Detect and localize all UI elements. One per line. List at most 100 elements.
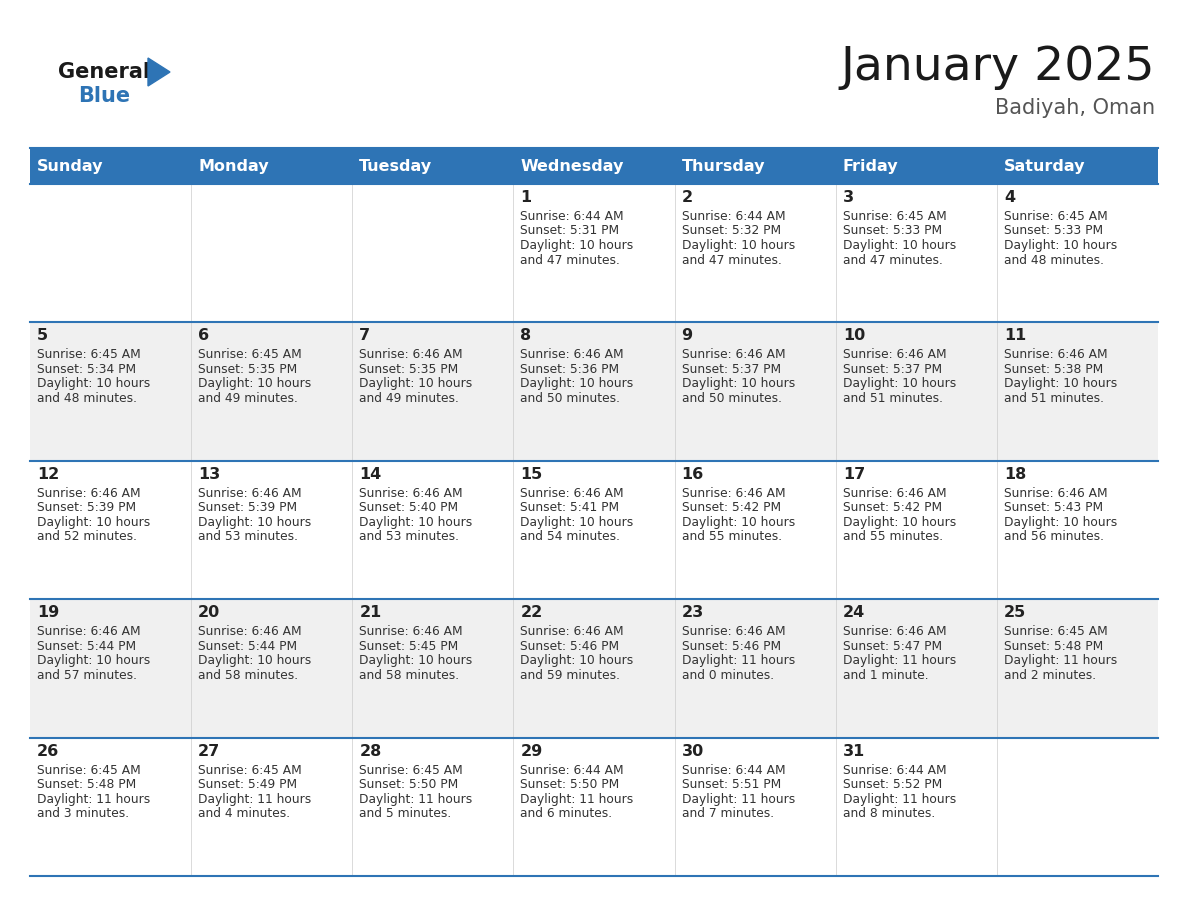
- Text: Sunset: 5:50 PM: Sunset: 5:50 PM: [520, 778, 620, 791]
- Text: Daylight: 11 hours: Daylight: 11 hours: [37, 792, 150, 806]
- Text: Daylight: 10 hours: Daylight: 10 hours: [520, 516, 633, 529]
- Text: Daylight: 10 hours: Daylight: 10 hours: [37, 377, 150, 390]
- Text: General: General: [58, 62, 150, 82]
- Text: and 55 minutes.: and 55 minutes.: [682, 531, 782, 543]
- Text: Sunrise: 6:44 AM: Sunrise: 6:44 AM: [520, 210, 624, 223]
- Text: Wednesday: Wednesday: [520, 159, 624, 174]
- Text: and 53 minutes.: and 53 minutes.: [198, 531, 298, 543]
- Text: and 51 minutes.: and 51 minutes.: [1004, 392, 1104, 405]
- Text: Sunset: 5:52 PM: Sunset: 5:52 PM: [842, 778, 942, 791]
- Text: Daylight: 10 hours: Daylight: 10 hours: [359, 377, 473, 390]
- Text: and 3 minutes.: and 3 minutes.: [37, 807, 129, 820]
- Text: Sunrise: 6:45 AM: Sunrise: 6:45 AM: [1004, 210, 1107, 223]
- Text: Daylight: 11 hours: Daylight: 11 hours: [842, 792, 956, 806]
- Text: 14: 14: [359, 466, 381, 482]
- Text: 10: 10: [842, 329, 865, 343]
- Text: Daylight: 10 hours: Daylight: 10 hours: [520, 377, 633, 390]
- Text: Daylight: 10 hours: Daylight: 10 hours: [359, 516, 473, 529]
- Text: Sunset: 5:42 PM: Sunset: 5:42 PM: [842, 501, 942, 514]
- Text: Sunrise: 6:46 AM: Sunrise: 6:46 AM: [359, 349, 463, 362]
- Text: and 2 minutes.: and 2 minutes.: [1004, 668, 1097, 682]
- Text: and 59 minutes.: and 59 minutes.: [520, 668, 620, 682]
- Text: 31: 31: [842, 744, 865, 758]
- Text: and 53 minutes.: and 53 minutes.: [359, 531, 460, 543]
- Text: 3: 3: [842, 190, 854, 205]
- Bar: [30, 322, 1158, 461]
- Text: and 54 minutes.: and 54 minutes.: [520, 531, 620, 543]
- Text: Sunrise: 6:46 AM: Sunrise: 6:46 AM: [842, 625, 947, 638]
- Bar: [30, 148, 1158, 184]
- Text: and 55 minutes.: and 55 minutes.: [842, 531, 943, 543]
- Text: Sunrise: 6:46 AM: Sunrise: 6:46 AM: [682, 625, 785, 638]
- Text: 25: 25: [1004, 605, 1026, 621]
- Text: Sunset: 5:39 PM: Sunset: 5:39 PM: [37, 501, 137, 514]
- Text: Sunrise: 6:45 AM: Sunrise: 6:45 AM: [842, 210, 947, 223]
- Bar: [30, 737, 1158, 876]
- Text: and 47 minutes.: and 47 minutes.: [520, 253, 620, 266]
- Text: Badiyah, Oman: Badiyah, Oman: [994, 98, 1155, 118]
- Text: 13: 13: [198, 466, 221, 482]
- Text: Sunrise: 6:46 AM: Sunrise: 6:46 AM: [682, 487, 785, 499]
- Text: Sunrise: 6:46 AM: Sunrise: 6:46 AM: [359, 487, 463, 499]
- Text: Friday: Friday: [842, 159, 898, 174]
- Text: Sunset: 5:36 PM: Sunset: 5:36 PM: [520, 363, 620, 375]
- Text: Sunset: 5:41 PM: Sunset: 5:41 PM: [520, 501, 620, 514]
- Text: Sunrise: 6:46 AM: Sunrise: 6:46 AM: [37, 487, 140, 499]
- Text: 16: 16: [682, 466, 703, 482]
- Text: Sunset: 5:45 PM: Sunset: 5:45 PM: [359, 640, 459, 653]
- Text: 2: 2: [682, 190, 693, 205]
- Text: Sunday: Sunday: [37, 159, 103, 174]
- Text: and 47 minutes.: and 47 minutes.: [682, 253, 782, 266]
- Text: and 49 minutes.: and 49 minutes.: [359, 392, 459, 405]
- Text: Daylight: 11 hours: Daylight: 11 hours: [198, 792, 311, 806]
- Text: and 51 minutes.: and 51 minutes.: [842, 392, 943, 405]
- Text: Sunset: 5:35 PM: Sunset: 5:35 PM: [359, 363, 459, 375]
- Text: Sunrise: 6:46 AM: Sunrise: 6:46 AM: [198, 625, 302, 638]
- Text: Sunset: 5:42 PM: Sunset: 5:42 PM: [682, 501, 781, 514]
- Text: Sunrise: 6:45 AM: Sunrise: 6:45 AM: [37, 764, 140, 777]
- Text: and 48 minutes.: and 48 minutes.: [37, 392, 137, 405]
- Text: January 2025: January 2025: [840, 46, 1155, 91]
- Text: Sunset: 5:44 PM: Sunset: 5:44 PM: [198, 640, 297, 653]
- Text: Daylight: 10 hours: Daylight: 10 hours: [198, 377, 311, 390]
- Text: 1: 1: [520, 190, 531, 205]
- Text: and 48 minutes.: and 48 minutes.: [1004, 253, 1104, 266]
- Text: Sunset: 5:34 PM: Sunset: 5:34 PM: [37, 363, 137, 375]
- Text: 24: 24: [842, 605, 865, 621]
- Text: Daylight: 10 hours: Daylight: 10 hours: [37, 516, 150, 529]
- Text: 12: 12: [37, 466, 59, 482]
- Text: Sunrise: 6:45 AM: Sunrise: 6:45 AM: [359, 764, 463, 777]
- Text: Sunrise: 6:46 AM: Sunrise: 6:46 AM: [359, 625, 463, 638]
- Text: 4: 4: [1004, 190, 1015, 205]
- Text: 20: 20: [198, 605, 221, 621]
- Text: Sunrise: 6:46 AM: Sunrise: 6:46 AM: [520, 487, 624, 499]
- Text: Daylight: 10 hours: Daylight: 10 hours: [842, 377, 956, 390]
- Text: 28: 28: [359, 744, 381, 758]
- Text: Sunrise: 6:44 AM: Sunrise: 6:44 AM: [682, 210, 785, 223]
- Text: Sunrise: 6:46 AM: Sunrise: 6:46 AM: [1004, 349, 1107, 362]
- Text: 22: 22: [520, 605, 543, 621]
- Text: Daylight: 11 hours: Daylight: 11 hours: [359, 792, 473, 806]
- Text: Daylight: 10 hours: Daylight: 10 hours: [1004, 516, 1117, 529]
- Text: Saturday: Saturday: [1004, 159, 1086, 174]
- Text: and 56 minutes.: and 56 minutes.: [1004, 531, 1104, 543]
- Text: 21: 21: [359, 605, 381, 621]
- Text: Daylight: 10 hours: Daylight: 10 hours: [682, 239, 795, 252]
- Text: Sunset: 5:31 PM: Sunset: 5:31 PM: [520, 225, 620, 238]
- Text: and 7 minutes.: and 7 minutes.: [682, 807, 773, 820]
- Text: and 0 minutes.: and 0 minutes.: [682, 668, 773, 682]
- Text: Daylight: 10 hours: Daylight: 10 hours: [520, 239, 633, 252]
- Text: and 57 minutes.: and 57 minutes.: [37, 668, 137, 682]
- Text: Daylight: 10 hours: Daylight: 10 hours: [682, 516, 795, 529]
- Text: Blue: Blue: [78, 86, 131, 106]
- Text: Daylight: 10 hours: Daylight: 10 hours: [37, 655, 150, 667]
- Text: 9: 9: [682, 329, 693, 343]
- Text: and 58 minutes.: and 58 minutes.: [359, 668, 460, 682]
- Text: and 4 minutes.: and 4 minutes.: [198, 807, 290, 820]
- Text: 18: 18: [1004, 466, 1026, 482]
- Text: and 49 minutes.: and 49 minutes.: [198, 392, 298, 405]
- Text: Daylight: 10 hours: Daylight: 10 hours: [842, 239, 956, 252]
- Text: Sunrise: 6:46 AM: Sunrise: 6:46 AM: [198, 487, 302, 499]
- Text: Sunset: 5:46 PM: Sunset: 5:46 PM: [682, 640, 781, 653]
- Text: Sunset: 5:48 PM: Sunset: 5:48 PM: [37, 778, 137, 791]
